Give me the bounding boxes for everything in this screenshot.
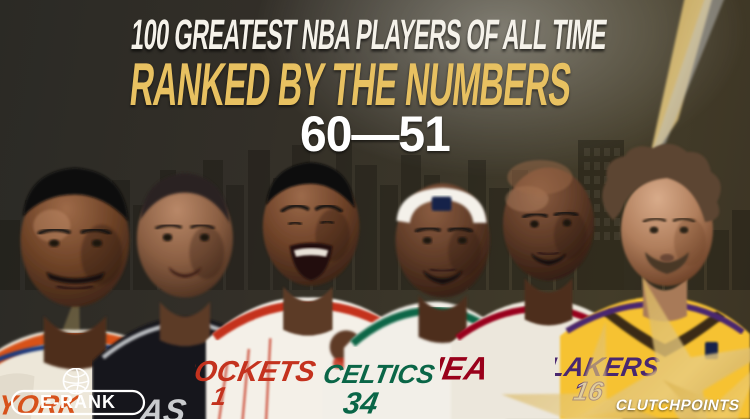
svg-text:E-RANK: E-RANK xyxy=(40,392,116,412)
